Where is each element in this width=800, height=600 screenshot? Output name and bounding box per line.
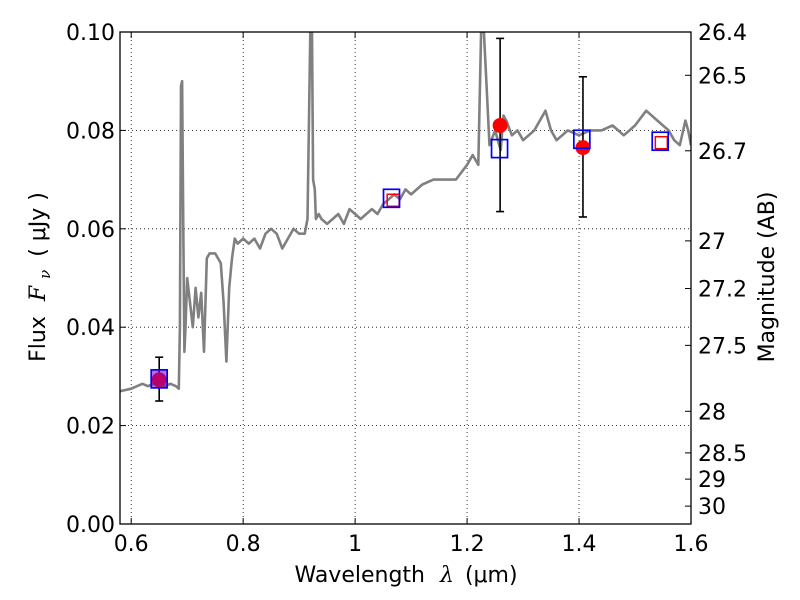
y2-tick-label: 26.5 (698, 64, 747, 89)
x-tick-label: 1.2 (450, 532, 485, 557)
x-axis-title-unit: (μm) (465, 563, 518, 588)
y-tick-label: 0.00 (66, 513, 115, 538)
y-axis-title-subscript: ν (36, 270, 54, 279)
x-axis-title-text: Wavelength (294, 563, 425, 588)
x-tick-label: 0.6 (114, 532, 149, 557)
data-markers (150, 117, 670, 389)
observed-square (654, 135, 669, 150)
y-axis-title-unit: ( μJy ) (26, 192, 51, 257)
y-tick-label: 0.04 (66, 316, 115, 341)
y-tick-label: 0.02 (66, 415, 115, 440)
x-tick-label: 1 (348, 532, 362, 557)
y2-tick-label: 26.4 (698, 21, 747, 46)
model-square (150, 369, 169, 389)
axis-ticks: 0.6 0.8 1 1.2 1.4 1.6 0.00 0.02 0.04 0.06 0.08 0.10… (66, 21, 747, 557)
x-axis-title: Wavelength λ (μm) (294, 563, 517, 588)
model-square (490, 138, 509, 159)
model-spectrum (120, 32, 691, 393)
y2-tick-label: 27 (698, 230, 726, 255)
y-axis-title-text: Flux (26, 316, 51, 362)
model-square (572, 129, 591, 150)
plot-frame (119, 31, 692, 525)
observed-point (492, 117, 508, 133)
y2-tick-label: 30 (698, 495, 726, 520)
y-tick-label: 0.08 (66, 119, 115, 144)
y-axis-title: Flux F ν ( μJy ) (26, 192, 56, 362)
error-bars (155, 37, 587, 402)
y2-tick-label: 28 (698, 400, 726, 425)
y2-tick-label: 27.2 (698, 278, 747, 303)
y2-axis-title: Magnitude (AB) (755, 192, 780, 363)
y-axis-title-symbol: F (26, 285, 51, 302)
model-square (382, 188, 401, 209)
y-tick-label: 0.10 (66, 21, 115, 46)
y2-tick-label: 29 (698, 468, 726, 493)
model-square (651, 131, 670, 152)
x-tick-label: 0.8 (226, 532, 261, 557)
y2-tick-label: 27.5 (698, 334, 747, 359)
y2-tick-label: 26.7 (698, 140, 747, 165)
spectrum-line (120, 32, 691, 393)
y-tick-label: 0.06 (66, 218, 115, 243)
x-tick-label: 1.4 (562, 532, 597, 557)
y2-tick-label: 28.5 (698, 442, 747, 467)
x-tick-label: 1.6 (674, 532, 709, 557)
x-axis-title-symbol: λ (439, 563, 454, 588)
